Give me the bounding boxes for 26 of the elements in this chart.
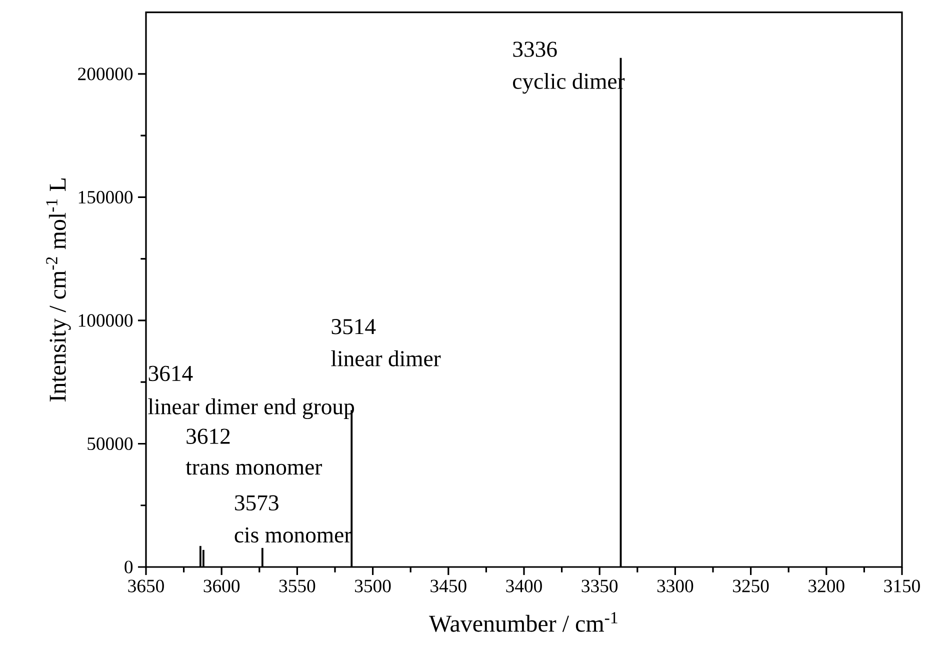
- x-tick-label: 3150: [884, 580, 920, 592]
- x-tick-label: 3250: [733, 580, 769, 592]
- annotation: 3612: [186, 428, 230, 444]
- x-tick-label: 3450: [430, 580, 466, 592]
- x-tick-label: 3300: [657, 580, 694, 592]
- y-tick-label: 100000: [78, 314, 133, 327]
- y-tick-label: 200000: [78, 68, 133, 80]
- y-tick-label: 50000: [88, 437, 133, 450]
- annotation: trans monomer: [186, 462, 322, 475]
- annotation: 3514: [332, 319, 376, 334]
- x-axis-title: Wavenumber / cm$^{-1}$: [429, 612, 618, 632]
- y-tick-label: 150000: [78, 190, 133, 204]
- x-tick-label: 3600: [204, 580, 240, 592]
- annotation: 3614: [148, 366, 193, 382]
- y-tick-label: 0: [124, 560, 133, 574]
- x-tick-label: 3550: [279, 580, 316, 592]
- x-tick-label: 3350: [582, 580, 618, 592]
- annotation: 3573: [235, 495, 278, 511]
- x-tick-label: 3500: [355, 580, 391, 592]
- x-tick-label: 3200: [808, 580, 844, 592]
- annotation: 3336: [513, 42, 557, 57]
- annotation: linear dimer end group: [148, 398, 354, 420]
- annotation: linear dimer: [331, 350, 441, 366]
- x-tick-label: 3400: [506, 580, 542, 592]
- y-axis-title: Intensity / cm$^{-2}$ mol$^{-1}$ L: [46, 178, 71, 402]
- x-tick-label: 3650: [128, 580, 164, 592]
